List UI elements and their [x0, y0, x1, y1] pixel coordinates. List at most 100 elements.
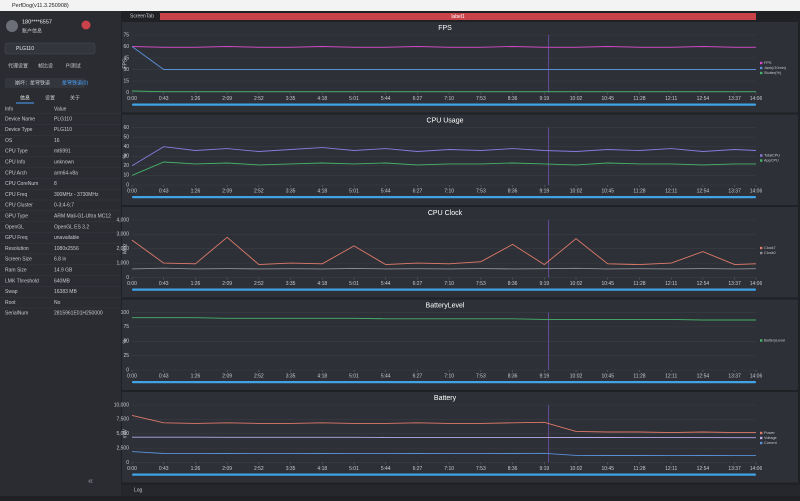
label-text: label1	[451, 14, 465, 20]
legend-swatch	[760, 441, 763, 445]
app-name: 崩坏：星穹铁道	[15, 79, 50, 86]
log-label[interactable]: Log	[134, 487, 143, 493]
row-key: CPU Info	[5, 160, 26, 166]
x-tick-label: 12:54	[697, 96, 710, 102]
power-button[interactable]	[81, 20, 91, 30]
legend-swatch	[760, 61, 763, 65]
y-tick-label: 40	[123, 144, 129, 150]
tool-tab[interactable]: 代理设置	[8, 62, 28, 69]
x-tick-label: 11:28	[633, 188, 645, 194]
device-select[interactable]	[4, 42, 96, 55]
x-tick-label: 3:35	[286, 373, 296, 379]
x-tick-label: 5:01	[349, 96, 359, 102]
x-tick-label: 5:44	[381, 281, 391, 287]
legend-swatch	[760, 154, 763, 157]
y-tick-label: 45	[123, 55, 129, 61]
y-tick-label: 0	[126, 275, 129, 281]
scrollbar	[132, 288, 756, 291]
legend-label: Jank(/10min)	[764, 66, 787, 70]
x-tick-label: 0:00	[127, 466, 137, 472]
x-tick-label: 10:02	[570, 188, 583, 194]
row-value: ARM Mali-G1-Ultra MC12	[54, 214, 111, 220]
row-key: CPU Cluster	[5, 203, 33, 209]
row-value: 14.9 GB	[54, 268, 73, 274]
legend-swatch	[760, 66, 763, 70]
x-tick-label: 10:45	[601, 96, 614, 102]
y-axis-label: mW	[122, 429, 128, 438]
row-key: GPU Freq	[5, 235, 28, 241]
y-tick-label: 1,000	[116, 260, 129, 266]
x-tick-label: 12:11	[665, 373, 677, 379]
x-tick-label: 1:26	[191, 96, 201, 102]
x-tick-label: 0:43	[159, 466, 169, 472]
x-tick-label: 0:43	[159, 96, 169, 102]
series-line	[131, 46, 756, 48]
x-tick-label: 10:45	[601, 373, 614, 379]
series-line	[131, 414, 756, 434]
legend-swatch	[760, 431, 763, 435]
row-key: Swap	[5, 289, 18, 295]
x-tick-label: 3:35	[286, 466, 296, 472]
x-tick-label: 12:54	[697, 373, 710, 379]
legend-swatch	[760, 159, 763, 162]
info-tab[interactable]: 信息	[20, 94, 30, 101]
table-header: Value	[54, 106, 67, 112]
x-tick-label: 14:06	[750, 466, 763, 472]
app-select[interactable]	[5, 78, 85, 88]
x-tick-label: 2:52	[254, 466, 264, 472]
info-tab[interactable]: 关于	[70, 94, 80, 101]
x-tick-label: 3:35	[286, 96, 296, 102]
screen-tab[interactable]: ScreenTab	[130, 13, 154, 19]
y-tick-label: 15	[123, 78, 129, 84]
x-tick-label: 0:00	[127, 281, 137, 287]
x-tick-label: 7:53	[476, 188, 486, 194]
y-tick-label: 10,000	[114, 402, 130, 408]
x-tick-label: 3:35	[286, 188, 296, 194]
row-value: PLG110	[54, 116, 72, 122]
row-key: CPU Type	[5, 149, 28, 155]
y-tick-label: 75	[123, 32, 129, 38]
x-tick-label: 2:09	[222, 188, 232, 194]
x-tick-label: 11:28	[633, 373, 645, 379]
chart-title: Battery	[434, 395, 457, 402]
info-tab[interactable]: 设置	[45, 94, 55, 101]
x-tick-label: 0:00	[127, 373, 137, 379]
series-line	[131, 90, 756, 93]
y-tick-label: 2,000	[116, 246, 129, 252]
row-value: unknown	[54, 160, 74, 166]
y-tick-label: 60	[123, 125, 129, 131]
y-axis-label: %	[122, 153, 128, 158]
x-tick-label: 1:26	[191, 373, 201, 379]
x-tick-label: 7:10	[444, 466, 454, 472]
x-tick-label: 1:26	[191, 188, 201, 194]
x-tick-label: 0:43	[159, 188, 169, 194]
x-tick-label: 5:44	[381, 466, 391, 472]
x-tick-label: 9:19	[539, 281, 549, 287]
row-value: 16	[54, 138, 60, 144]
collapse-button[interactable]: «	[88, 475, 93, 485]
y-tick-label: 30	[123, 154, 129, 160]
series-line	[131, 267, 757, 270]
x-tick-label: 10:02	[570, 96, 583, 102]
row-key: GPU Type	[5, 214, 28, 220]
x-tick-label: 0:43	[159, 281, 169, 287]
x-tick-label: 8:36	[508, 281, 518, 287]
row-key: Root	[5, 300, 16, 306]
tool-tab[interactable]: 帧比设	[38, 62, 53, 69]
y-axis-label: FPS	[122, 58, 128, 68]
x-tick-label: 6:27	[413, 188, 423, 194]
chart-title: CPU Clock	[428, 210, 463, 217]
x-tick-label: 12:54	[697, 188, 710, 194]
log-bar	[121, 485, 800, 496]
tool-tab[interactable]: PI测试	[66, 62, 81, 69]
series-line	[131, 146, 757, 167]
row-key: SerialNum	[5, 311, 28, 317]
row-key: OpenGL	[5, 224, 24, 230]
row-key: Device Name	[5, 116, 35, 122]
y-tick-label: 5,000	[116, 431, 129, 437]
x-tick-label: 5:44	[381, 96, 391, 102]
title-bar	[0, 0, 800, 11]
y-tick-label: 100	[121, 310, 130, 316]
x-tick-label: 7:53	[476, 466, 486, 472]
row-key: OS	[5, 138, 13, 144]
